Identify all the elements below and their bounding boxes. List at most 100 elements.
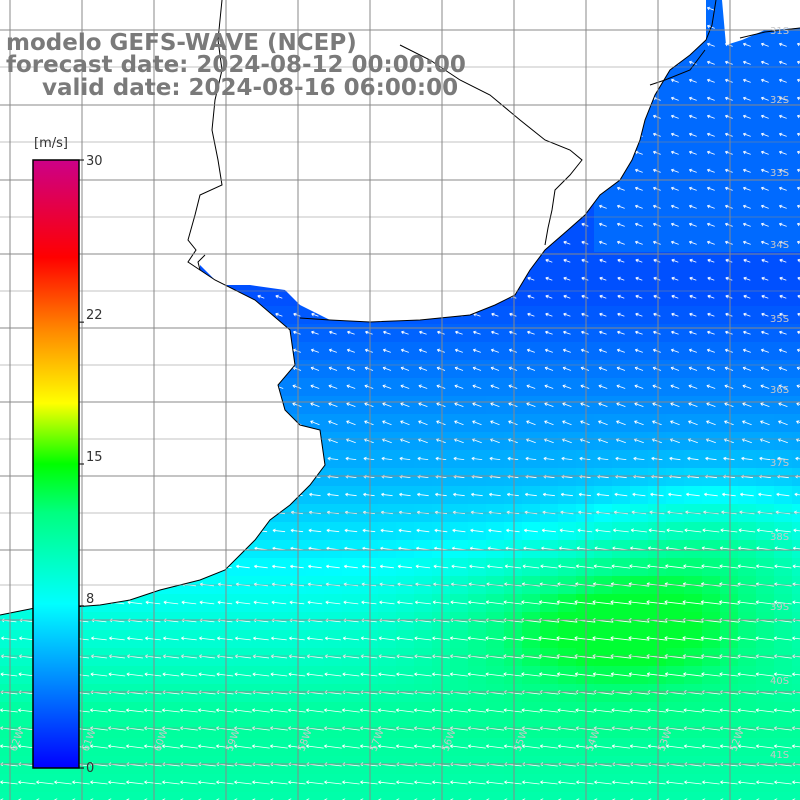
field-cell [126,792,145,800]
title-forecast-date: forecast date: 2024-08-12 00:00:00 [6,52,466,78]
field-cell [792,738,800,757]
latitude-label: 38S [770,532,789,543]
field-cell [36,792,55,800]
field-cell [234,792,253,800]
latitude-label: 33S [770,168,789,179]
field-cell [324,792,343,800]
field-cell [216,792,235,800]
field-cell [522,792,541,800]
field-cell [792,198,800,217]
colorbar-tick-label: 8 [86,592,94,607]
field-cell [792,54,800,73]
field-cell [792,720,800,739]
field-cell [18,792,37,800]
field-cell [198,792,217,800]
field-cell [792,648,800,667]
latitude-label: 40S [770,676,789,687]
field-cell [792,630,800,649]
field-cell [792,144,800,163]
field-cell [792,180,800,199]
field-cell [792,558,800,577]
field-cell [486,792,505,800]
field-cell [144,792,163,800]
field-cell [792,396,800,415]
wind-arrow [742,42,751,47]
field-cell [270,792,289,800]
colorbar-tick-label: 30 [86,154,103,169]
field-cell [738,792,757,800]
field-cell [792,234,800,253]
latitude-label: 32S [770,95,789,106]
field-cell [504,792,523,800]
field-cell [378,792,397,800]
field-cell [450,792,469,800]
field-cell [792,522,800,541]
field-cell [684,792,703,800]
field-cell [792,216,800,235]
field-cell [54,792,73,800]
latitude-label: 39S [770,602,789,613]
field-cell [792,432,800,451]
field-cell [468,792,487,800]
field-cell [648,792,667,800]
field-cell [792,792,800,800]
field-cell [792,306,800,325]
field-cell [774,792,793,800]
field-cell [792,162,800,181]
wind-arrow [760,42,769,47]
field-cell [792,378,800,397]
field-cell [792,450,800,469]
field-cell [630,792,649,800]
field-cell [540,792,559,800]
title-valid-date: valid date: 2024-08-16 06:00:00 [42,75,459,101]
field-cell [666,792,685,800]
colorbar-tick-label: 0 [86,761,94,776]
field-cell [792,72,800,91]
field-cell [576,792,595,800]
field-cell [180,792,199,800]
field-cell [306,792,325,800]
wind-arrow [706,42,715,47]
field-cell [90,792,109,800]
latitude-label: 41S [770,750,789,761]
field-cell [396,792,415,800]
field-cell [792,360,800,379]
field-cell [756,792,775,800]
field-cell [702,792,721,800]
field-cell [792,108,800,127]
latitude-label: 36S [770,385,789,396]
field-cell [792,702,800,721]
field-cell [0,792,19,800]
field-cell [792,126,800,145]
latitude-label: 37S [770,458,789,469]
field-cell [108,792,127,800]
field-cell [594,792,613,800]
field-cell [792,540,800,559]
field-cell [792,594,800,613]
wind-arrow [706,6,715,11]
wind-arrow [778,42,787,47]
field-cell [792,252,800,271]
latitude-label: 35S [770,314,789,325]
field-cell [792,612,800,631]
field-cell [414,792,433,800]
field-cell [720,792,739,800]
colorbar-unit: [m/s] [34,136,68,151]
field-cell [792,90,800,109]
colorbar-tick-label: 22 [86,308,103,323]
field-cell [432,792,451,800]
field-cell [162,792,181,800]
field-cell [792,324,800,343]
field-cell [360,792,379,800]
field-cell [792,36,800,55]
field-cell [792,774,800,793]
field-cell [252,792,271,800]
field-cell [612,792,631,800]
latitude-label: 34S [770,240,789,251]
field-cell [342,792,361,800]
field-cell [792,666,800,685]
field-cell [792,342,800,361]
field-cell [792,270,800,289]
